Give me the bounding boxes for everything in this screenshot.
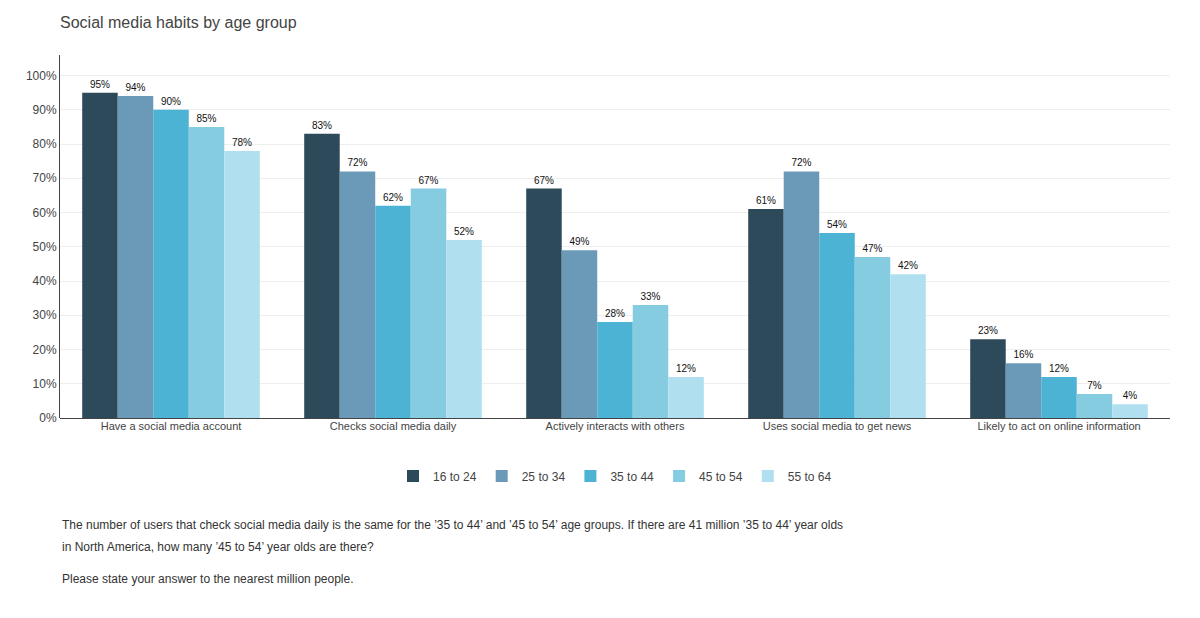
- svg-text:33%: 33%: [640, 291, 660, 302]
- svg-text:55 to 64: 55 to 64: [788, 470, 832, 484]
- svg-text:42%: 42%: [898, 260, 918, 271]
- svg-text:67%: 67%: [534, 175, 554, 186]
- svg-text:78%: 78%: [232, 137, 252, 148]
- svg-text:16 to 24: 16 to 24: [433, 470, 477, 484]
- svg-text:23%: 23%: [978, 325, 998, 336]
- svg-text:Uses social media to get news: Uses social media to get news: [763, 420, 912, 432]
- svg-text:16%: 16%: [1013, 349, 1033, 360]
- svg-text:12%: 12%: [676, 363, 696, 374]
- svg-text:72%: 72%: [791, 157, 811, 168]
- svg-text:Likely to act on online inform: Likely to act on online information: [977, 420, 1140, 432]
- svg-text:40%: 40%: [33, 274, 57, 288]
- svg-text:49%: 49%: [569, 236, 589, 247]
- svg-text:Social media habits by age gro: Social media habits by age group: [60, 14, 297, 31]
- svg-text:94%: 94%: [125, 82, 145, 93]
- svg-text:61%: 61%: [756, 195, 776, 206]
- svg-text:47%: 47%: [862, 243, 882, 254]
- svg-text:in North America, how many ’45: in North America, how many ’45 to 54’ ye…: [62, 540, 374, 554]
- svg-text:70%: 70%: [33, 171, 57, 185]
- svg-text:72%: 72%: [347, 157, 367, 168]
- svg-text:7%: 7%: [1087, 380, 1102, 391]
- svg-text:90%: 90%: [161, 96, 181, 107]
- svg-text:100%: 100%: [26, 69, 57, 83]
- svg-text:52%: 52%: [454, 226, 474, 237]
- svg-text:50%: 50%: [33, 240, 57, 254]
- svg-text:62%: 62%: [383, 192, 403, 203]
- svg-text:10%: 10%: [33, 377, 57, 391]
- svg-text:4%: 4%: [1123, 390, 1138, 401]
- svg-text:83%: 83%: [312, 120, 332, 131]
- svg-text:54%: 54%: [827, 219, 847, 230]
- svg-text:Please state your answer to th: Please state your answer to the nearest …: [62, 572, 354, 586]
- svg-text:30%: 30%: [33, 308, 57, 322]
- svg-text:12%: 12%: [1049, 363, 1069, 374]
- svg-text:Checks social media daily: Checks social media daily: [330, 420, 457, 432]
- svg-text:25 to 34: 25 to 34: [522, 470, 566, 484]
- svg-text:67%: 67%: [418, 175, 438, 186]
- svg-text:0%: 0%: [39, 411, 57, 425]
- svg-text:Have a social media account: Have a social media account: [101, 420, 242, 432]
- svg-text:28%: 28%: [605, 308, 625, 319]
- svg-text:80%: 80%: [33, 137, 57, 151]
- svg-text:The number of users that check: The number of users that check social me…: [62, 518, 843, 532]
- svg-text:20%: 20%: [33, 343, 57, 357]
- svg-text:35 to 44: 35 to 44: [610, 470, 654, 484]
- svg-text:Actively interacts with others: Actively interacts with others: [546, 420, 685, 432]
- svg-text:60%: 60%: [33, 206, 57, 220]
- svg-text:45 to 54: 45 to 54: [699, 470, 743, 484]
- svg-text:90%: 90%: [33, 103, 57, 117]
- svg-text:85%: 85%: [196, 113, 216, 124]
- svg-text:95%: 95%: [90, 79, 110, 90]
